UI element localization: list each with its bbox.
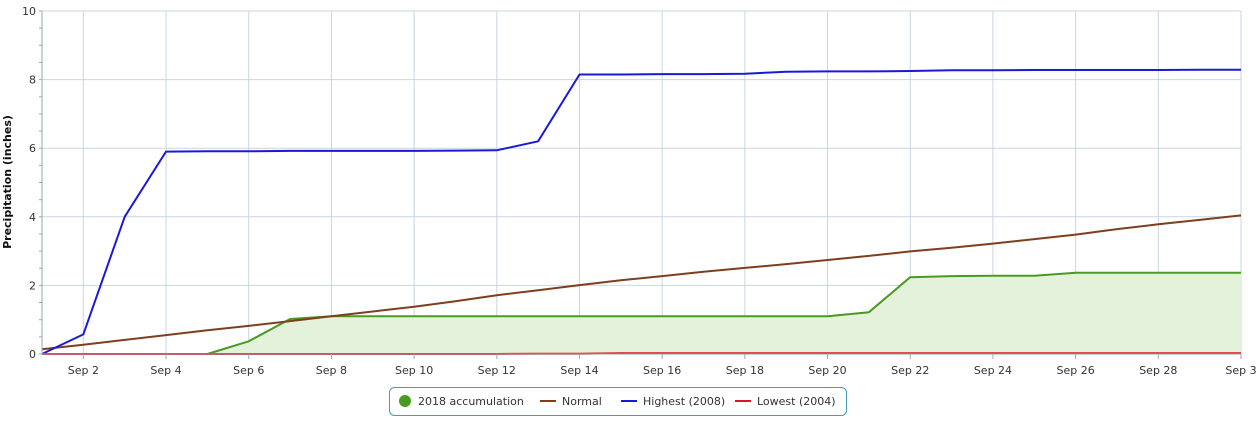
- legend-item[interactable]: Lowest (2004): [735, 395, 836, 408]
- legend: 2018 accumulation Normal Highest (2008) Low…: [389, 387, 847, 416]
- x-tick-label: Sep 3: [1225, 364, 1256, 377]
- x-tick-label: Sep 12: [478, 364, 516, 377]
- highest-2008-line: [41, 68, 1241, 355]
- y-tick-label: 6: [29, 142, 36, 155]
- x-tick-label: Sep 22: [891, 364, 929, 377]
- y-axis-title: Precipitation (inches): [1, 115, 14, 249]
- x-tick-label: Sep 8: [316, 364, 347, 377]
- x-tick-label: Sep 18: [726, 364, 764, 377]
- y-tick-label: 10: [22, 5, 36, 18]
- 2018-accumulation-area-fill: [42, 272, 1241, 354]
- legend-label: 2018 accumulation: [418, 395, 524, 408]
- y-tick-label: 4: [29, 211, 36, 224]
- x-tick-label: Sep 4: [150, 364, 181, 377]
- legend-box: [389, 387, 847, 416]
- x-tick-label: Sep 28: [1139, 364, 1177, 377]
- axes: 0 2 4 6 8 10 Sep 2 Sep 4 Sep 6 Sep 8 Sep 10 Sep 12 S…: [22, 5, 1256, 377]
- 2018-accumulation-line: [42, 271, 1241, 355]
- legend-marker-circle: [399, 395, 411, 407]
- legend-label: Lowest (2004): [757, 395, 836, 408]
- y-tick-label: 8: [29, 74, 36, 87]
- x-tick-label: Sep 14: [560, 364, 598, 377]
- y-tick-label: 0: [29, 348, 36, 361]
- x-tick-label: Sep 10: [395, 364, 433, 377]
- area-layer: [42, 272, 1241, 354]
- legend-label: Highest (2008): [643, 395, 725, 408]
- x-tick-label: Sep 26: [1057, 364, 1095, 377]
- legend-item[interactable]: Normal: [540, 395, 602, 408]
- x-tick-label: Sep 6: [233, 364, 264, 377]
- legend-label: Normal: [562, 395, 602, 408]
- legend-item[interactable]: Highest (2008): [621, 395, 725, 408]
- x-tick-label: Sep 16: [643, 364, 681, 377]
- legend-item[interactable]: 2018 accumulation: [399, 395, 524, 408]
- x-tick-label: Sep 20: [808, 364, 846, 377]
- x-tick-label: Sep 2: [68, 364, 99, 377]
- y-tick-label: 2: [29, 279, 36, 292]
- x-tick-label: Sep 24: [974, 364, 1012, 377]
- normal-line: [41, 214, 1242, 351]
